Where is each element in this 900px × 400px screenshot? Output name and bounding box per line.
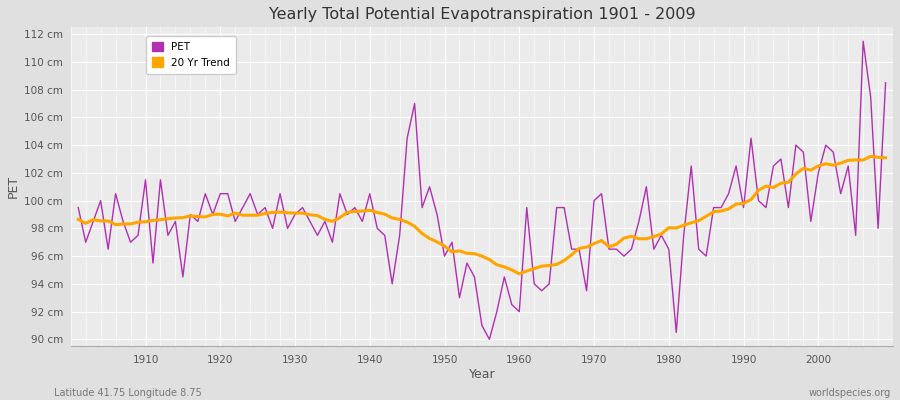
Y-axis label: PET: PET [7,175,20,198]
Title: Yearly Total Potential Evapotranspiration 1901 - 2009: Yearly Total Potential Evapotranspiratio… [268,7,695,22]
Text: worldspecies.org: worldspecies.org [809,388,891,398]
X-axis label: Year: Year [469,368,495,381]
Text: Latitude 41.75 Longitude 8.75: Latitude 41.75 Longitude 8.75 [54,388,202,398]
Legend: PET, 20 Yr Trend: PET, 20 Yr Trend [146,36,236,74]
